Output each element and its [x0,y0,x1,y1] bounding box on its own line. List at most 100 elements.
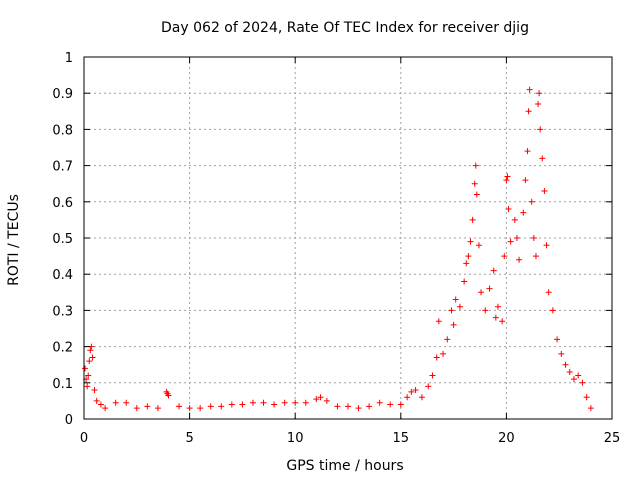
y-tick-label: 0.8 [52,123,73,138]
data-point [482,307,489,314]
data-point [520,209,527,216]
y-tick-label: 1 [65,51,73,66]
data-point [570,376,577,383]
data-point [528,198,535,205]
data-point [144,403,151,410]
data-point [154,405,161,412]
data-point [176,403,183,410]
data-point [91,387,98,394]
data-point [525,108,532,115]
data-point [450,321,457,328]
y-tick-label: 0 [65,413,73,428]
data-point [511,216,518,223]
x-tick-label: 25 [604,431,621,446]
data-point [539,155,546,162]
data-point [228,401,235,408]
chart-title: Day 062 of 2024, Rate Of TEC Index for r… [161,20,529,36]
data-point [112,399,119,406]
data-point [345,403,351,410]
data-point [376,399,383,406]
data-point [537,126,544,133]
data-point [545,289,552,296]
data-point [444,336,451,343]
data-point [281,399,288,406]
data-point [456,303,463,310]
data-point [465,253,472,260]
data-point [522,177,529,184]
data-point [355,405,362,412]
data-point [566,368,573,375]
data-point [418,394,425,401]
data-point [526,86,533,93]
data-point [499,318,506,325]
data-point [452,296,459,303]
data-point [425,383,432,390]
data-points [82,86,594,412]
data-point [505,206,512,213]
y-tick-label: 0.6 [52,196,73,211]
data-point [524,148,531,155]
data-point [549,307,556,314]
data-point [472,162,479,169]
data-point [197,405,204,412]
data-point [93,397,100,404]
y-tick-label: 0.5 [52,232,73,247]
y-tick-label: 0.4 [52,268,73,283]
data-point [249,399,256,406]
data-point [475,242,482,249]
data-point [469,216,476,223]
axis-ticks: 0 5 10 15 20 25 0 0.1 0.2 0.3 0.4 0.5 0.6 0.7 0.8 0.9 1 [52,51,620,446]
data-point [313,396,320,403]
data-point [507,238,514,245]
data-point [102,405,109,412]
data-point [490,267,497,274]
data-point [473,191,480,198]
data-point [186,405,193,412]
data-point [302,399,309,406]
data-point [554,336,561,343]
x-tick-label: 15 [393,431,410,446]
x-tick-label: 5 [185,431,193,446]
data-point [478,289,485,296]
data-point [317,394,324,401]
data-point [239,401,246,408]
x-axis-label: GPS time / hours [286,458,403,474]
data-point [543,242,550,249]
data-point [218,403,225,410]
data-point [440,350,447,357]
data-point [397,401,404,408]
data-point [260,399,267,406]
data-point [471,180,478,187]
data-point [558,350,565,357]
data-point [87,347,94,354]
data-point [587,405,594,412]
data-point [536,90,543,97]
data-point [165,392,172,399]
data-point [85,372,92,379]
y-tick-label: 0.3 [52,304,73,319]
data-point [504,173,511,180]
data-point [535,101,542,108]
data-point [123,399,130,406]
data-point [583,394,590,401]
data-point [404,394,411,401]
data-point [448,307,455,314]
y-tick-label: 0.1 [52,377,73,392]
y-tick-label: 0.9 [52,87,73,102]
data-point [89,354,96,361]
data-point [433,354,440,361]
y-tick-label: 0.7 [52,160,73,175]
x-tick-label: 0 [80,431,88,446]
data-point [271,401,278,408]
data-point [562,361,569,368]
data-point [575,372,582,379]
x-tick-label: 10 [287,431,304,446]
data-point [323,397,330,404]
x-tick-label: 20 [498,431,515,446]
data-point [532,253,539,260]
data-point [492,314,499,321]
data-point [334,403,341,410]
data-point [133,405,140,412]
data-point [579,379,586,386]
